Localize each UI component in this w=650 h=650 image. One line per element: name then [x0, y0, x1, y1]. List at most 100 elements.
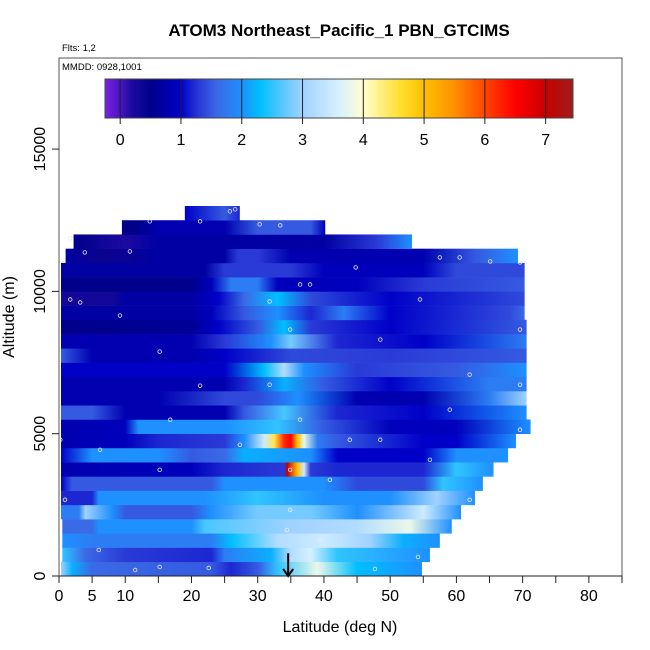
colorbar-tick-label: 6 [480, 132, 489, 149]
observation-point [347, 437, 352, 442]
observation-point [127, 249, 133, 254]
observation-point [97, 447, 103, 452]
observation-point [457, 255, 462, 260]
observation-point [284, 527, 290, 533]
observation-point [287, 507, 293, 513]
observation-point [517, 427, 523, 432]
y-tick-label: 10000 [32, 269, 49, 314]
observation-points [58, 207, 523, 573]
observation-point [267, 382, 272, 387]
heatmap-row [60, 291, 525, 306]
observation-point [517, 327, 523, 332]
observation-point [297, 417, 303, 422]
colorbar-scale [104, 78, 574, 119]
heatmap-row [60, 334, 527, 349]
heatmap-row [60, 391, 527, 406]
observation-point [68, 297, 73, 302]
observation-point [232, 207, 238, 212]
x-tick-label: 0 [55, 588, 64, 605]
heatmap-row [121, 220, 326, 235]
dates-label: MMDD: 0928,1001 [62, 62, 142, 73]
x-axis-label: Latitude (deg N) [283, 619, 398, 636]
x-tick-label: 80 [580, 588, 598, 605]
x-tick-label: 20 [183, 588, 201, 605]
flights-label: Flts: 1,2 [62, 43, 96, 54]
observation-point [372, 566, 378, 572]
observation-point [62, 497, 68, 503]
colorbar: 0 1 2 3 4 5 6 7 [104, 78, 574, 149]
x-tick-label: 30 [249, 588, 267, 605]
observation-point [467, 497, 472, 503]
colorbar-tick-label: 4 [359, 132, 368, 149]
observation-point [378, 337, 383, 342]
observation-point [197, 383, 203, 388]
observation-point [467, 372, 472, 377]
heatmap-row [60, 305, 525, 321]
observation-point [82, 250, 88, 255]
observation-point [327, 477, 333, 483]
heatmap-row [60, 433, 517, 449]
heatmap-row [60, 376, 527, 392]
observation-point [397, 527, 403, 533]
heatmap-row [60, 319, 527, 335]
observation-point [378, 437, 383, 442]
observation-point [197, 219, 203, 224]
y-tick-label: 15000 [32, 127, 49, 172]
observation-point [267, 299, 272, 304]
x-tick-label: 5 [88, 588, 97, 605]
observation-point [157, 467, 162, 473]
y-tick-label: 0 [32, 571, 49, 580]
heatmap-row [62, 519, 452, 534]
heatmap-row [65, 248, 519, 264]
x-tick-label: 40 [315, 588, 333, 605]
colorbar-tick-label: 3 [298, 132, 307, 149]
observation-point [147, 219, 152, 224]
observation-point [297, 282, 303, 287]
x-tick-label: 50 [381, 588, 399, 605]
heatmap-row [184, 206, 240, 221]
heatmap-row [60, 561, 422, 577]
observation-point [307, 282, 313, 287]
x-tick-label: 60 [448, 588, 466, 605]
observation-point [437, 255, 443, 260]
heatmap-row [60, 405, 527, 420]
observation-point [517, 382, 523, 387]
heatmap-row [60, 419, 531, 434]
observation-point [227, 209, 233, 214]
colorbar-tick-label: 7 [541, 132, 550, 149]
observation-point [157, 349, 162, 354]
colorbar-tick-label: 5 [420, 132, 429, 149]
heatmap-row [62, 547, 430, 563]
heatmap-row [62, 533, 440, 548]
observation-point [117, 313, 123, 318]
y-axis: 0 5000 10000 15000 [32, 127, 59, 580]
heatmap-row [73, 234, 413, 249]
heatmap-row [60, 490, 475, 506]
y-axis-label: Altitude (m) [1, 276, 18, 358]
heatmap-cells [60, 206, 531, 577]
chart-title: ATOM3 Northeast_Pacific_1 PBN_GTCIMS [168, 21, 509, 40]
colorbar-tick-label: 2 [237, 132, 246, 149]
observation-point [447, 407, 452, 412]
heatmap-row [60, 362, 527, 378]
observation-point [278, 223, 283, 228]
observation-point [415, 554, 421, 560]
heatmap-row [60, 476, 483, 491]
observation-point [77, 300, 83, 305]
heatmap-row [60, 277, 525, 292]
observation-point [487, 259, 493, 264]
x-tick-label: 70 [514, 588, 532, 605]
x-tick-label: 10 [116, 588, 134, 605]
observation-point [132, 567, 138, 573]
heatmap-row [60, 447, 509, 463]
observation-point [287, 467, 293, 473]
observation-point [68, 236, 73, 241]
observation-point [517, 260, 523, 265]
colorbar-tick-label: 1 [177, 132, 186, 149]
observation-point [353, 265, 358, 270]
y-tick-label: 5000 [32, 416, 49, 452]
observation-point [427, 457, 433, 462]
heatmap-row [60, 462, 494, 477]
observation-point [206, 565, 211, 571]
